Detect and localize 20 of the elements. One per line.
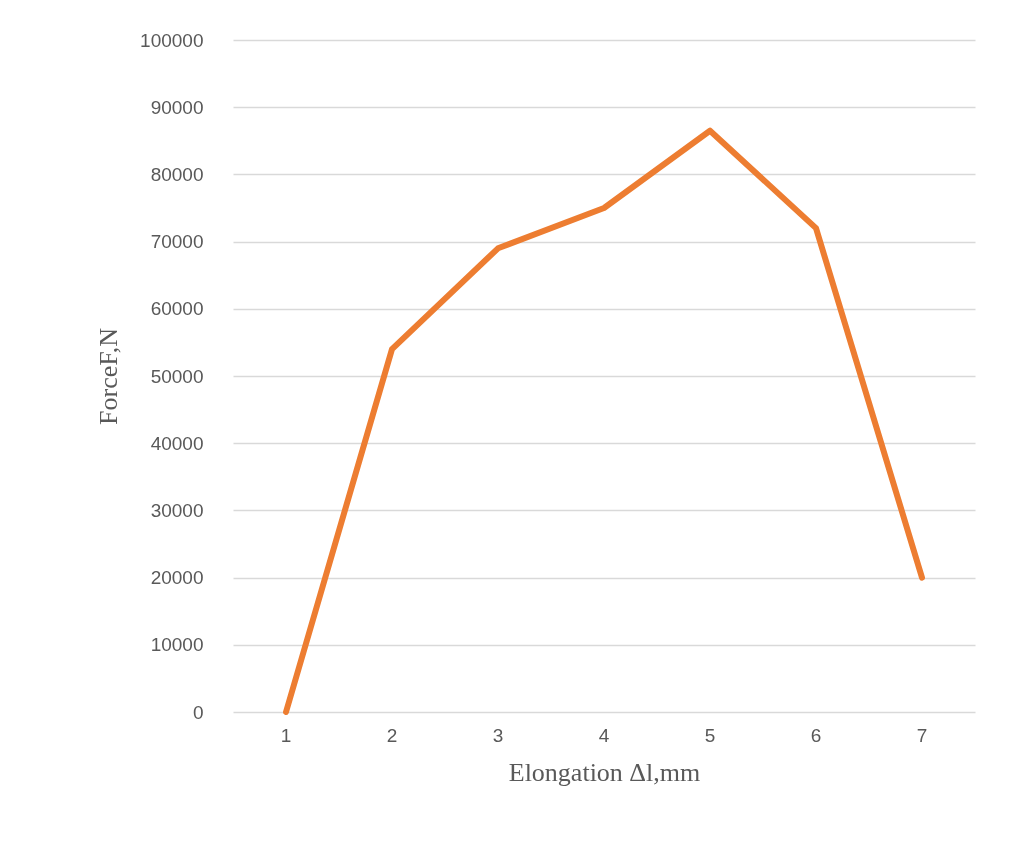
y-tick-label: 0 (192, 701, 204, 723)
y-axis-title: ForceF,N (94, 327, 124, 425)
y-tick-label: 50000 (150, 365, 204, 387)
y-tick-label: 80000 (150, 163, 204, 185)
y-tick-label: 90000 (150, 96, 204, 118)
x-tick-label: 4 (598, 724, 610, 746)
y-tick-label: 40000 (150, 432, 204, 454)
y-tick-label: 10000 (150, 634, 204, 656)
x-tick-label: 7 (916, 724, 928, 746)
x-axis-title: Elongation Δl,mm (508, 757, 701, 787)
x-tick-label: 1 (280, 724, 292, 746)
y-tick-label: 20000 (150, 567, 204, 589)
x-tick-label: 5 (704, 724, 716, 746)
y-tick-label: 60000 (150, 298, 204, 320)
y-tick-label: 100000 (140, 29, 204, 51)
y-tick-label: 70000 (150, 231, 204, 253)
x-tick-label: 3 (492, 724, 504, 746)
x-tick-label: 2 (386, 724, 398, 746)
x-tick-label: 6 (810, 724, 822, 746)
y-tick-label: 30000 (150, 499, 204, 521)
